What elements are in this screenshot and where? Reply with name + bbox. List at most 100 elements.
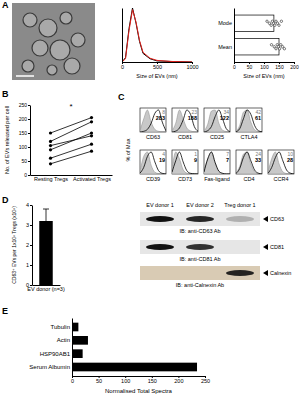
flow-panel: 34122CD25 bbox=[204, 108, 230, 140]
tick: 200 bbox=[290, 62, 299, 70]
tick-label: 150 bbox=[19, 130, 28, 136]
panel-frame bbox=[236, 108, 262, 132]
plot-area bbox=[236, 110, 262, 132]
isotype-histogram bbox=[204, 110, 230, 132]
flow-panel: 77Fas-ligand bbox=[204, 150, 230, 182]
panel-frame bbox=[204, 150, 230, 174]
point bbox=[268, 22, 270, 24]
micrograph-background bbox=[12, 3, 95, 80]
size-distribution-line bbox=[122, 8, 192, 62]
panel-label: E bbox=[2, 306, 8, 316]
tick: EV donor (n=3) bbox=[27, 285, 65, 292]
tick-label: 2 bbox=[26, 242, 29, 248]
stained-histogram bbox=[204, 110, 230, 132]
tick-label: EV donor (n=3) bbox=[27, 286, 65, 292]
marker-label: CD81 bbox=[178, 134, 192, 140]
flow-panel: 419CD39 bbox=[140, 150, 166, 182]
point bbox=[270, 44, 272, 46]
point bbox=[270, 24, 272, 26]
tick-label: 3 bbox=[26, 222, 29, 228]
tick: Resting Tregs bbox=[34, 175, 68, 182]
band bbox=[146, 244, 174, 250]
band bbox=[226, 216, 254, 222]
plot-area bbox=[204, 152, 230, 174]
marker-label: CD63 bbox=[146, 134, 160, 140]
stained-mfi: 122 bbox=[220, 115, 229, 121]
tick-label: 200 bbox=[19, 116, 28, 122]
tick-mark bbox=[30, 205, 32, 206]
panel-label: A bbox=[2, 0, 9, 10]
point bbox=[90, 131, 93, 134]
point bbox=[278, 24, 280, 26]
axis: 050100150200 bbox=[233, 62, 299, 70]
band bbox=[186, 270, 214, 276]
paired-line bbox=[51, 151, 92, 164]
tick: 0 bbox=[233, 62, 236, 70]
paired-line bbox=[51, 136, 92, 146]
axis: 050100150200250 bbox=[19, 102, 31, 178]
stained-mfi: 7 bbox=[226, 157, 229, 163]
flow-panel: 23188CD81 bbox=[172, 108, 198, 140]
isotype-histogram bbox=[236, 110, 262, 132]
y-axis-title: % of Max bbox=[125, 138, 131, 161]
scale-bar bbox=[16, 75, 34, 77]
bar bbox=[72, 349, 83, 358]
isotype-histogram bbox=[236, 152, 262, 174]
tick-label: HSP90AB1 bbox=[40, 351, 71, 357]
vesicle bbox=[50, 40, 70, 60]
significance-mark: * bbox=[69, 102, 72, 111]
paired-line bbox=[51, 133, 92, 150]
tick-label: 200 bbox=[290, 64, 299, 70]
blot-strip bbox=[140, 266, 260, 280]
tick: 100 bbox=[121, 376, 130, 384]
error-bar bbox=[43, 209, 49, 221]
axis: TubulinActinHSP90AB1Serum Albumin bbox=[29, 319, 72, 377]
point bbox=[266, 20, 268, 22]
vesicle bbox=[22, 60, 34, 72]
tick: 150 bbox=[19, 130, 30, 136]
vesicle bbox=[71, 33, 85, 47]
tick-label: Activated Tregs bbox=[73, 176, 111, 182]
flow-panel: 4261CTLA4 bbox=[236, 108, 262, 140]
marker-label: CD39 bbox=[146, 176, 160, 182]
stained-histogram bbox=[172, 110, 198, 132]
plot-area bbox=[172, 152, 198, 174]
tick-label: 100 bbox=[121, 378, 130, 384]
tick: 1000 bbox=[186, 62, 198, 70]
panel-label: B bbox=[2, 89, 9, 99]
stained-histogram bbox=[140, 152, 166, 174]
tick: Tubulin bbox=[51, 324, 72, 330]
stained-histogram bbox=[204, 152, 230, 174]
stained-histogram bbox=[236, 110, 262, 132]
vesicle bbox=[60, 12, 72, 24]
tick-mark bbox=[28, 133, 30, 134]
point bbox=[90, 143, 93, 146]
stained-mfi: 61 bbox=[255, 115, 261, 121]
tick-label: 250 bbox=[19, 102, 28, 108]
vesicle bbox=[64, 58, 80, 74]
point bbox=[280, 44, 282, 46]
point bbox=[90, 150, 93, 153]
tick-label: Mean bbox=[218, 43, 232, 49]
tick-label: 250 bbox=[201, 378, 210, 384]
tick-label: 500 bbox=[153, 64, 162, 70]
blot-antibody-label: IB: anti-CD63 Ab bbox=[180, 228, 221, 234]
tick-mark bbox=[28, 161, 30, 162]
flow-panel: 19CD73 bbox=[172, 150, 198, 182]
axis: 01234 bbox=[26, 202, 33, 288]
marker-label: CTLA4 bbox=[240, 134, 257, 140]
plot-area bbox=[122, 8, 192, 62]
stained-mfi: 19 bbox=[159, 157, 165, 163]
tick-label: 50 bbox=[247, 64, 253, 70]
blot-antibody-label: IB: anti-Calnexin Ab bbox=[176, 282, 224, 288]
y-axis-title: CD63⁺ EVs per 1x10⁶ Tregs (x10⁸) bbox=[11, 206, 17, 284]
tick-label: 4 bbox=[26, 202, 29, 208]
axis-line bbox=[234, 9, 235, 63]
tick: 200 bbox=[19, 116, 30, 122]
point bbox=[49, 140, 52, 143]
lane-label: EV donor 1 bbox=[146, 202, 174, 208]
paired-line bbox=[51, 144, 92, 158]
point bbox=[275, 48, 277, 50]
axis: 05001000 bbox=[121, 62, 199, 70]
blot-strip bbox=[140, 240, 260, 254]
